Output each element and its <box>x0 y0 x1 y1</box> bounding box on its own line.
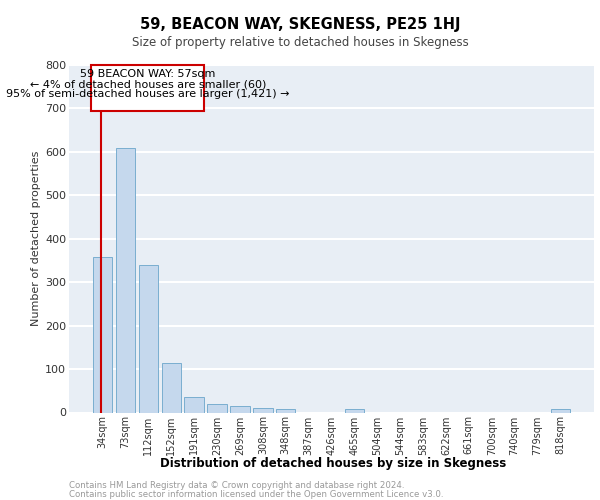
Bar <box>344 409 364 412</box>
Bar <box>230 406 250 412</box>
Text: 59, BEACON WAY, SKEGNESS, PE25 1HJ: 59, BEACON WAY, SKEGNESS, PE25 1HJ <box>140 18 460 32</box>
Bar <box>93 258 112 412</box>
Bar <box>184 398 204 412</box>
Bar <box>276 409 295 412</box>
Y-axis label: Number of detached properties: Number of detached properties <box>31 151 41 326</box>
Bar <box>551 409 570 412</box>
Text: 59 BEACON WAY: 57sqm: 59 BEACON WAY: 57sqm <box>80 70 215 80</box>
Text: Contains public sector information licensed under the Open Government Licence v3: Contains public sector information licen… <box>69 490 443 499</box>
FancyBboxPatch shape <box>91 65 205 110</box>
Text: 95% of semi-detached houses are larger (1,421) →: 95% of semi-detached houses are larger (… <box>6 90 290 100</box>
Text: Size of property relative to detached houses in Skegness: Size of property relative to detached ho… <box>131 36 469 49</box>
Text: Contains HM Land Registry data © Crown copyright and database right 2024.: Contains HM Land Registry data © Crown c… <box>69 481 404 490</box>
Bar <box>161 362 181 412</box>
Bar <box>139 265 158 412</box>
Bar <box>116 148 135 412</box>
Bar <box>253 408 272 412</box>
Text: Distribution of detached houses by size in Skegness: Distribution of detached houses by size … <box>160 458 506 470</box>
Text: ← 4% of detached houses are smaller (60): ← 4% of detached houses are smaller (60) <box>29 80 266 90</box>
Bar <box>208 404 227 412</box>
